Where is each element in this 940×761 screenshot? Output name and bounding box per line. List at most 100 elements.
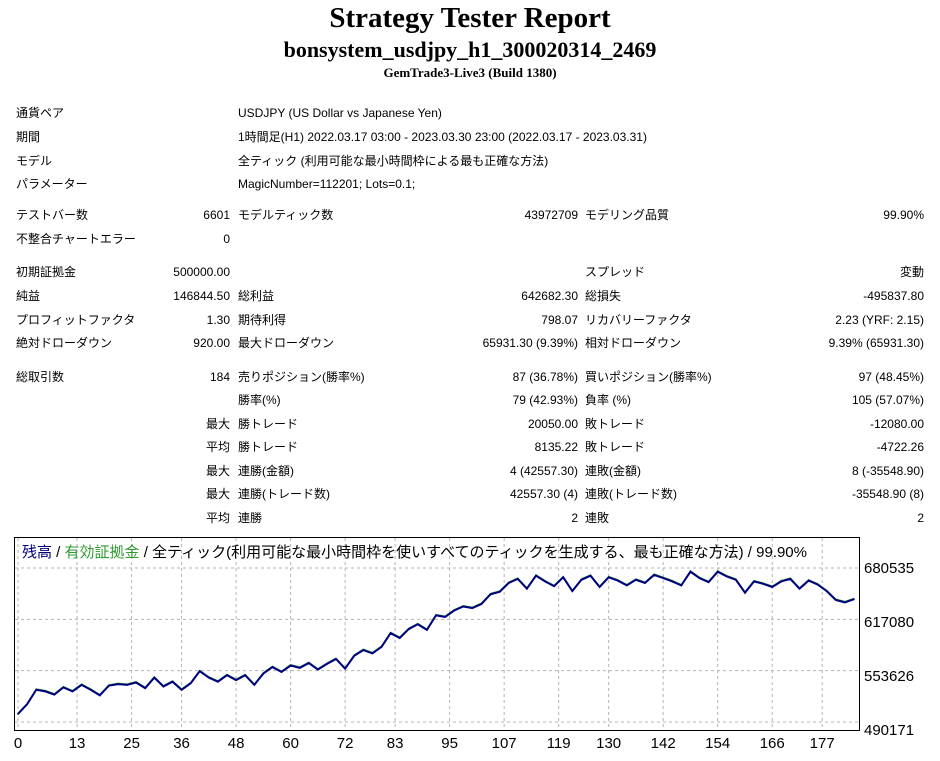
x-tick-label: 60 <box>282 735 299 752</box>
balance-point <box>526 587 528 590</box>
balance-point <box>789 578 792 580</box>
balance-point <box>353 655 356 657</box>
balance-point <box>807 579 810 582</box>
avg-prefix: 平均 <box>205 440 230 454</box>
short-value: 87 (36.78%) <box>512 370 578 384</box>
balance-point <box>689 570 692 573</box>
balance-point <box>535 574 537 577</box>
balance-point <box>680 584 683 587</box>
balance-point <box>326 663 328 665</box>
ticks-label: モデルティック数 <box>238 208 334 222</box>
balance-point <box>144 687 147 689</box>
loss-rate-label: 負率 (%) <box>585 393 631 407</box>
consec-losses-count-value: -35548.90 (8) <box>851 487 924 501</box>
rel-dd-value: 9.39% (65931.30) <box>828 336 924 350</box>
rel-dd-label: 相対ドローダウン <box>585 336 682 350</box>
x-tick-label: 119 <box>546 735 571 752</box>
spread-label: スプレッド <box>585 265 646 279</box>
balance-point <box>562 576 565 579</box>
deposit-label: 初期証拠金 <box>16 265 77 279</box>
abs-dd-label: 絶対ドローダウン <box>16 336 113 350</box>
balance-point <box>307 662 310 664</box>
balance-line <box>17 570 855 715</box>
balance-point <box>362 649 365 651</box>
balance-point <box>544 580 546 583</box>
largest-loss-label: 敗トレード <box>585 417 646 431</box>
max-dd-label: 最大ドローダウン <box>238 336 335 350</box>
balance-point <box>262 672 265 675</box>
win-rate-value: 79 (42.93%) <box>512 393 578 407</box>
largest-win-label: 勝トレード <box>238 417 299 431</box>
balance-point <box>371 652 374 655</box>
y-tick-label: 680535 <box>864 560 915 577</box>
max-dd-value: 65931.30 (9.39%) <box>482 336 578 350</box>
balance-point <box>53 693 56 696</box>
balance-point <box>707 581 710 583</box>
balance-point <box>553 585 555 588</box>
balance-point <box>753 580 755 583</box>
balance-point <box>762 583 764 585</box>
balance-point <box>853 598 855 600</box>
balance-point <box>489 593 492 596</box>
avg-consec-wins-label: 連勝 <box>238 511 263 525</box>
short-label: 売りポジション(勝率%) <box>238 370 365 384</box>
balance-point <box>780 580 783 583</box>
x-tick-label: 13 <box>68 735 86 752</box>
deposit-value: 500000.00 <box>173 265 230 279</box>
balance-point <box>80 684 83 686</box>
balance-point <box>162 685 165 688</box>
balance-point <box>71 690 74 693</box>
x-tick-label: 95 <box>441 735 458 752</box>
balance-point <box>589 574 592 577</box>
avg-prefix: 平均 <box>205 511 230 525</box>
balance-point <box>117 683 119 685</box>
params-value: MagicNumber=112201; Lots=0.1; <box>238 177 416 191</box>
balance-point <box>26 703 28 706</box>
recovery-value: 2.23 (YRF: 2.15) <box>835 313 924 327</box>
balance-point <box>62 686 65 689</box>
balance-point <box>98 694 101 697</box>
errors-label: 不整合チャートエラー <box>16 232 136 246</box>
balance-point <box>635 578 637 581</box>
balance-point <box>317 668 319 671</box>
legend-balance: 残高 <box>22 544 53 561</box>
balance-point <box>798 587 801 590</box>
total-trades-label: 総取引数 <box>16 370 65 384</box>
long-value: 97 (48.45%) <box>858 370 924 384</box>
max-prefix: 最大 <box>205 487 230 501</box>
pair-label: 通貨ペア <box>16 106 65 120</box>
balance-point <box>17 713 19 715</box>
report-build: GemTrade3-Live3 (Build 1380) <box>383 65 557 80</box>
gross-profit-label: 総利益 <box>238 289 275 303</box>
expected-value: 798.07 <box>541 313 578 327</box>
largest-win-value: 20050.00 <box>527 417 578 431</box>
balance-point <box>135 681 137 684</box>
max-prefix: 最大 <box>205 464 230 478</box>
balance-point <box>616 579 619 582</box>
model-value: 全ティック (利用可能な最小時間枠による最も正確な方法) <box>238 154 549 168</box>
gross-profit-value: 642682.30 <box>521 289 578 303</box>
balance-point <box>417 623 419 626</box>
bars-label: テストバー数 <box>16 208 89 222</box>
balance-point <box>471 607 474 609</box>
balance-point <box>108 684 110 687</box>
balance-point <box>607 576 610 579</box>
y-tick-label: 490171 <box>864 722 915 739</box>
balance-point <box>126 684 128 686</box>
balance-point <box>835 599 837 601</box>
chart-legend: 残高 / 有効証拠金 / 全ティック(利用可能な最小時間枠を使いすべてのティック… <box>22 541 807 562</box>
gross-loss-value: -495837.80 <box>863 289 924 303</box>
consec-wins-count-value: 42557.30 (4) <box>509 487 578 501</box>
model-label: モデル <box>16 154 53 168</box>
avg-loss-label: 敗トレード <box>585 440 646 454</box>
bars-value: 6601 <box>203 208 230 222</box>
balance-point <box>644 582 646 584</box>
abs-dd-value: 920.00 <box>193 336 230 350</box>
equity-line <box>17 569 855 714</box>
loss-rate-value: 105 (57.07%) <box>851 393 924 407</box>
balance-point <box>189 682 192 685</box>
report-title: Strategy Tester Report <box>329 2 611 34</box>
balance-point <box>344 667 346 670</box>
pair-value: USDJPY (US Dollar vs Japanese Yen) <box>238 106 442 120</box>
quality-label: モデリング品質 <box>585 208 670 222</box>
